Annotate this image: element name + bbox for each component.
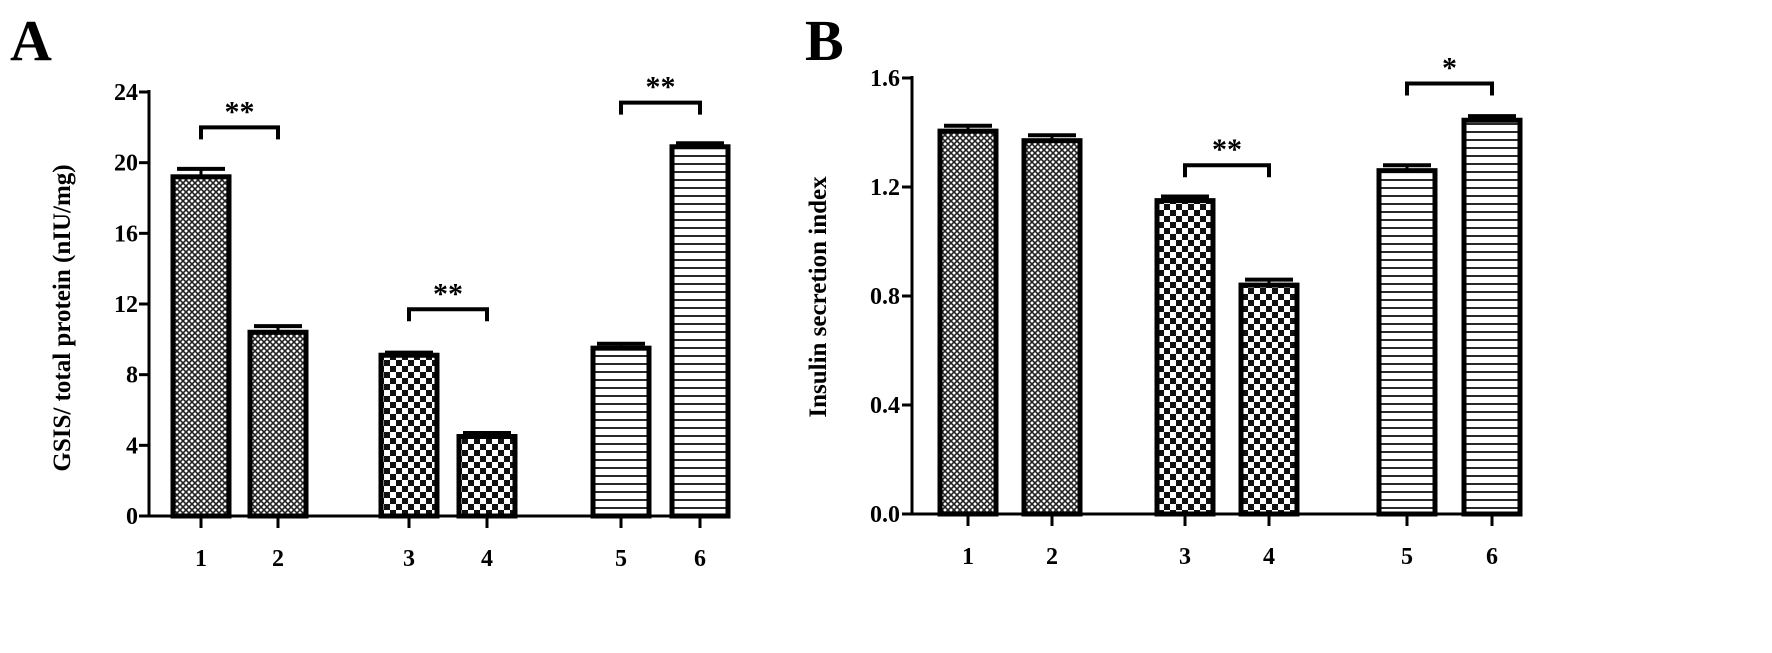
chart-panel-a: A GSIS/ total protein (nIU/mg) 048121620…	[10, 8, 731, 572]
y-tick-label: 0.0	[870, 502, 900, 528]
chart-panel-b: B Insulin secretion index 0.0 0.4 0.8 1.2 1.…	[805, 8, 1523, 570]
y-tick-label: 12	[114, 292, 138, 318]
x-tick-label: 6	[1486, 544, 1498, 570]
y-tick-label: 20	[114, 151, 138, 177]
significance-bracket	[1405, 81, 1494, 96]
x-tick-label: 3	[1179, 544, 1191, 570]
x-tick-label: 5	[1401, 544, 1413, 570]
y-tick-label: 1.2	[870, 175, 900, 201]
x-tick-label: 2	[1046, 544, 1058, 570]
bar	[590, 345, 652, 519]
significance-marker: **	[646, 71, 676, 104]
x-tick-label: 5	[615, 546, 627, 572]
panel-label: B	[805, 8, 844, 73]
bar	[1021, 138, 1083, 517]
bar	[669, 144, 731, 519]
x-tick-label: 4	[481, 546, 493, 572]
significance-bracket	[1183, 163, 1271, 178]
x-tick-label: 3	[403, 546, 415, 572]
significance-marker: **	[433, 277, 463, 310]
bar	[378, 352, 440, 519]
significance-bracket	[199, 125, 280, 140]
bar	[247, 329, 309, 519]
bar	[456, 434, 518, 519]
y-tick-label: 0	[126, 504, 138, 530]
bar	[1376, 168, 1438, 517]
significance-bracket	[407, 307, 489, 322]
panel-label: A	[10, 8, 52, 73]
y-axis-label: Insulin secretion index	[805, 176, 832, 418]
x-tick-label: 1	[195, 546, 207, 572]
bar	[1461, 117, 1523, 517]
bar	[170, 174, 232, 519]
y-tick-label: 8	[126, 363, 138, 389]
y-axis-label: GSIS/ total protein (nIU/mg)	[49, 164, 76, 471]
bar	[1154, 198, 1216, 517]
significance-bracket	[619, 100, 702, 115]
x-tick-label: 1	[962, 544, 974, 570]
y-tick-label: 24	[114, 80, 138, 106]
y-tick-label: 4	[126, 433, 138, 459]
significance-marker: **	[1212, 133, 1242, 166]
x-tick-label: 6	[694, 546, 706, 572]
significance-marker: **	[225, 95, 255, 128]
significance-marker: *	[1442, 51, 1457, 84]
y-tick-label: 1.6	[870, 66, 900, 92]
y-tick-label: 16	[114, 221, 138, 247]
x-tick-label: 4	[1263, 544, 1275, 570]
bar	[937, 128, 999, 517]
bar	[1238, 282, 1300, 517]
y-tick-label: 0.4	[870, 393, 900, 419]
y-tick-label: 0.8	[870, 284, 900, 310]
x-tick-label: 2	[272, 546, 284, 572]
